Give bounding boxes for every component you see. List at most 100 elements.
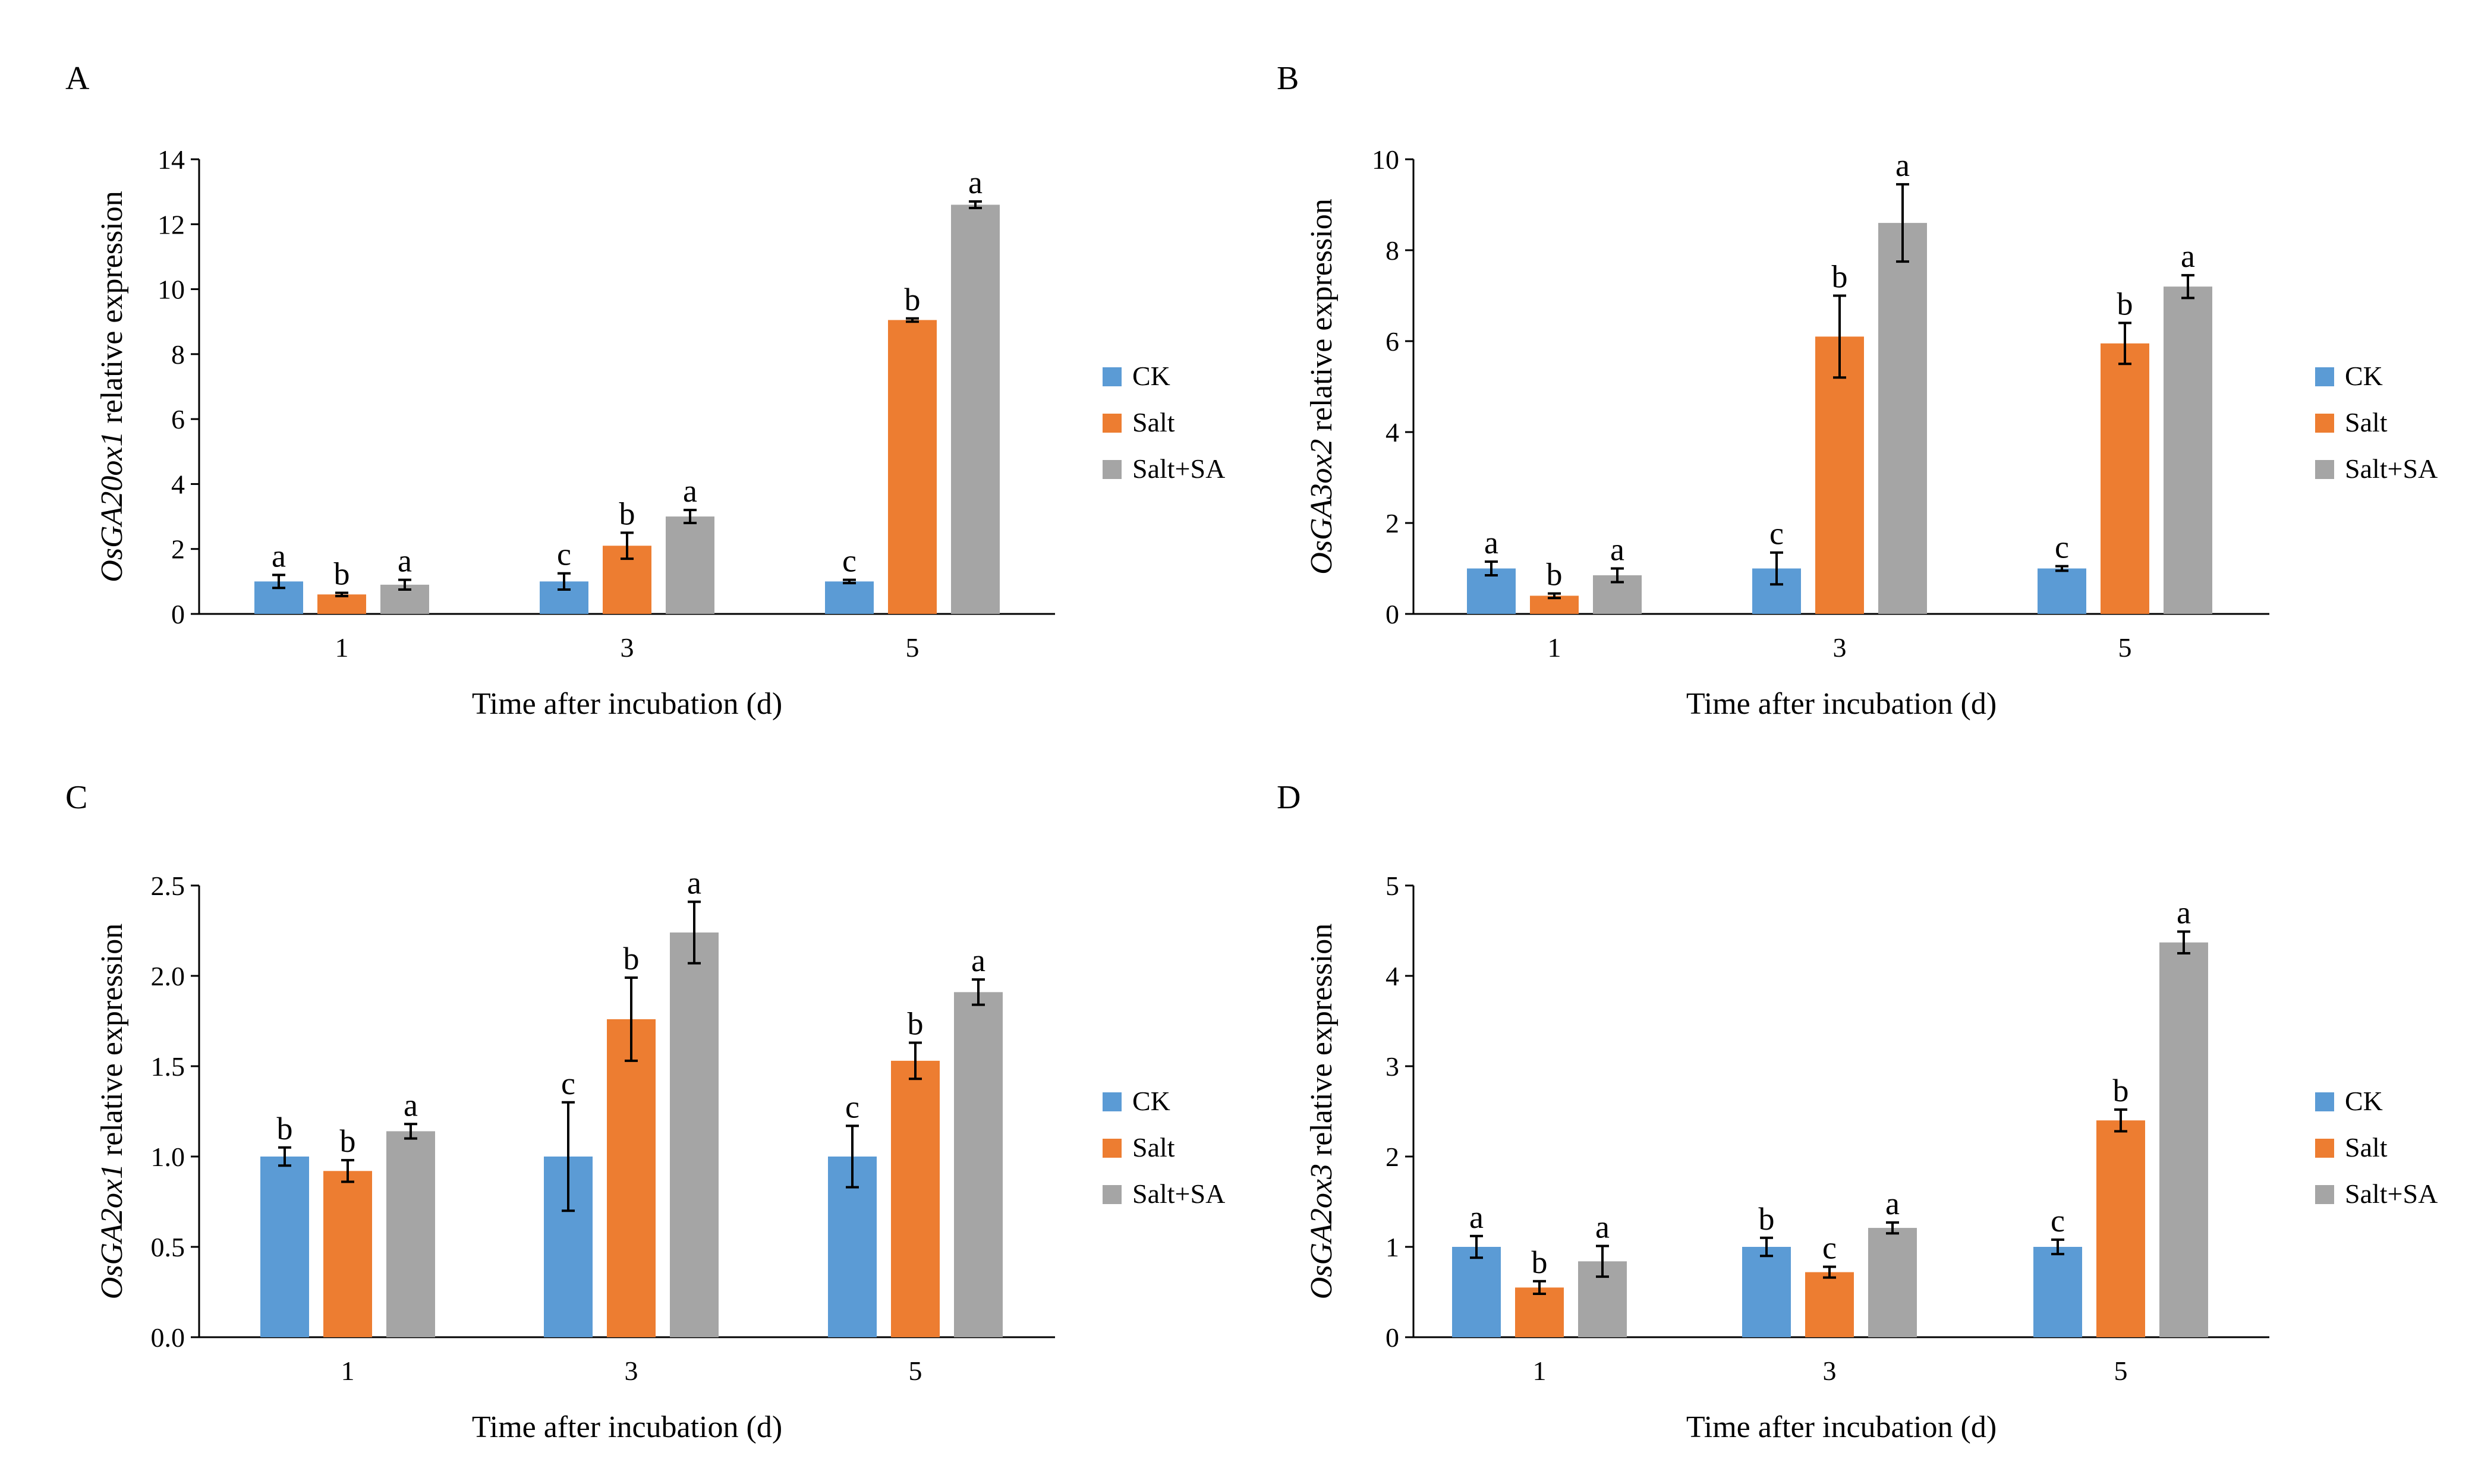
bar-salt-sa bbox=[2159, 942, 2208, 1337]
y-tick-label: 1 bbox=[1386, 1232, 1399, 1262]
significance-letter: b bbox=[1832, 259, 1848, 295]
significance-letter: c bbox=[2051, 1203, 2065, 1239]
bar-salt bbox=[1805, 1272, 1854, 1337]
panel-label: B bbox=[1277, 60, 1299, 97]
significance-letter: b bbox=[1547, 557, 1563, 593]
significance-letter: b bbox=[619, 496, 635, 531]
significance-letter: b bbox=[340, 1123, 356, 1159]
legend-swatch-ck bbox=[2315, 367, 2334, 386]
significance-letter: b bbox=[908, 1006, 924, 1041]
significance-letter: a bbox=[1469, 1199, 1484, 1235]
x-tick-label: 5 bbox=[2118, 632, 2132, 663]
y-axis-title-rest: relative expression bbox=[1305, 199, 1339, 439]
bar-salt-sa bbox=[954, 992, 1003, 1337]
y-axis-title: OsGA2ox3 relative expression bbox=[1305, 924, 1339, 1299]
y-tick-label: 0.0 bbox=[151, 1322, 185, 1353]
significance-letter: c bbox=[845, 1089, 859, 1124]
y-axis-title: OsGA20ox1 relative expression bbox=[95, 191, 129, 582]
bar-salt bbox=[891, 1060, 940, 1337]
panel-d: D 0 1 2 3 4 5 1 3 5 Time after incubation (d) OsGA2… bbox=[1277, 779, 2438, 1444]
legend-swatch-ck bbox=[1103, 1092, 1122, 1111]
significance-letter: a bbox=[1610, 532, 1624, 568]
y-tick-label: 2 bbox=[171, 534, 185, 565]
legend-swatch-salt bbox=[1103, 414, 1122, 433]
bar-salt-sa bbox=[1878, 223, 1927, 615]
legend-label: CK bbox=[1132, 1086, 1170, 1116]
bar-salt bbox=[607, 1019, 656, 1337]
legend-label: Salt+SA bbox=[2345, 453, 2438, 484]
y-axis-title-gene: OsGA20ox1 bbox=[95, 431, 129, 582]
y-tick-label: 14 bbox=[158, 144, 185, 175]
y-tick-label: 1.0 bbox=[151, 1142, 185, 1172]
legend-swatch-ck bbox=[1103, 367, 1122, 386]
significance-letter: c bbox=[1822, 1230, 1837, 1265]
x-axis-title: Time after incubation (d) bbox=[472, 1410, 782, 1444]
legend-label: CK bbox=[2345, 361, 2383, 391]
significance-letter: c bbox=[842, 543, 857, 579]
y-axis-title-gene: OsGA2ox1 bbox=[95, 1164, 129, 1299]
legend-swatch-salt bbox=[2315, 1139, 2334, 1158]
significance-letter: b bbox=[1759, 1201, 1775, 1237]
y-axis-title-rest: relative expression bbox=[1305, 924, 1339, 1164]
y-axis-title-rest: relative expression bbox=[95, 924, 129, 1164]
legend-label: Salt bbox=[1132, 407, 1175, 437]
significance-letter: c bbox=[557, 537, 571, 572]
y-tick-label: 1.5 bbox=[151, 1051, 185, 1082]
y-tick-label: 2.0 bbox=[151, 961, 185, 991]
significance-letter: a bbox=[971, 943, 985, 978]
x-tick-label: 3 bbox=[1833, 632, 1847, 663]
significance-letter: b bbox=[905, 282, 921, 317]
x-tick-label: 1 bbox=[1533, 1356, 1547, 1386]
bar-salt bbox=[1815, 336, 1864, 614]
significance-letter: a bbox=[687, 865, 701, 900]
x-tick-label: 3 bbox=[1823, 1356, 1837, 1386]
y-axis-title: OsGA2ox1 relative expression bbox=[95, 924, 129, 1299]
legend-swatch-salt-sa bbox=[1103, 1185, 1122, 1204]
bar-salt-sa bbox=[1868, 1228, 1917, 1337]
bar-salt bbox=[888, 320, 937, 614]
x-tick-label: 1 bbox=[335, 632, 349, 663]
significance-letter: a bbox=[968, 165, 983, 200]
x-tick-label: 5 bbox=[906, 632, 920, 663]
y-tick-label: 3 bbox=[1386, 1051, 1399, 1082]
y-tick-label: 4 bbox=[171, 469, 185, 499]
y-tick-label: 12 bbox=[158, 209, 185, 240]
significance-letter: a bbox=[398, 543, 412, 579]
x-tick-label: 5 bbox=[2114, 1356, 2128, 1386]
significance-letter: a bbox=[1595, 1209, 1610, 1244]
significance-letter: b bbox=[2113, 1073, 2129, 1108]
legend-label: Salt bbox=[2345, 407, 2388, 437]
x-tick-label: 3 bbox=[625, 1356, 638, 1386]
legend-swatch-salt-sa bbox=[2315, 1185, 2334, 1204]
y-tick-label: 2.5 bbox=[151, 871, 185, 901]
significance-letter: c bbox=[2055, 530, 2069, 565]
legend-swatch-salt-sa bbox=[1103, 460, 1122, 479]
y-axis-title: OsGA3ox2 relative expression bbox=[1305, 199, 1339, 574]
legend-swatch-salt bbox=[1103, 1139, 1122, 1158]
y-tick-label: 0 bbox=[1386, 1322, 1399, 1353]
significance-letter: b bbox=[624, 941, 640, 976]
y-tick-label: 10 bbox=[158, 275, 185, 305]
y-axis-title-gene: OsGA3ox2 bbox=[1305, 439, 1339, 575]
bar-salt bbox=[2101, 343, 2149, 614]
y-tick-label: 0.5 bbox=[151, 1232, 185, 1262]
significance-letter: a bbox=[272, 538, 286, 574]
legend-swatch-salt-sa bbox=[2315, 460, 2334, 479]
bar-salt bbox=[1515, 1287, 1564, 1337]
legend-label: Salt+SA bbox=[1132, 453, 1225, 484]
y-tick-label: 6 bbox=[171, 404, 185, 434]
significance-letter: b bbox=[2117, 286, 2133, 322]
panel-label: D bbox=[1277, 779, 1301, 816]
significance-letter: c bbox=[1769, 516, 1784, 552]
bar-salt-sa bbox=[951, 204, 1000, 614]
y-axis-title-gene: OsGA2ox3 bbox=[1305, 1164, 1339, 1299]
y-tick-label: 0 bbox=[171, 599, 185, 629]
significance-letter: a bbox=[1885, 1186, 1900, 1221]
significance-letter: b bbox=[334, 556, 350, 591]
y-tick-label: 0 bbox=[1386, 599, 1399, 629]
bar-salt-sa bbox=[666, 516, 714, 614]
bar-salt bbox=[317, 594, 366, 614]
bar-salt bbox=[323, 1171, 372, 1337]
bar-salt-sa bbox=[386, 1131, 435, 1337]
bar-salt-sa bbox=[670, 932, 719, 1337]
